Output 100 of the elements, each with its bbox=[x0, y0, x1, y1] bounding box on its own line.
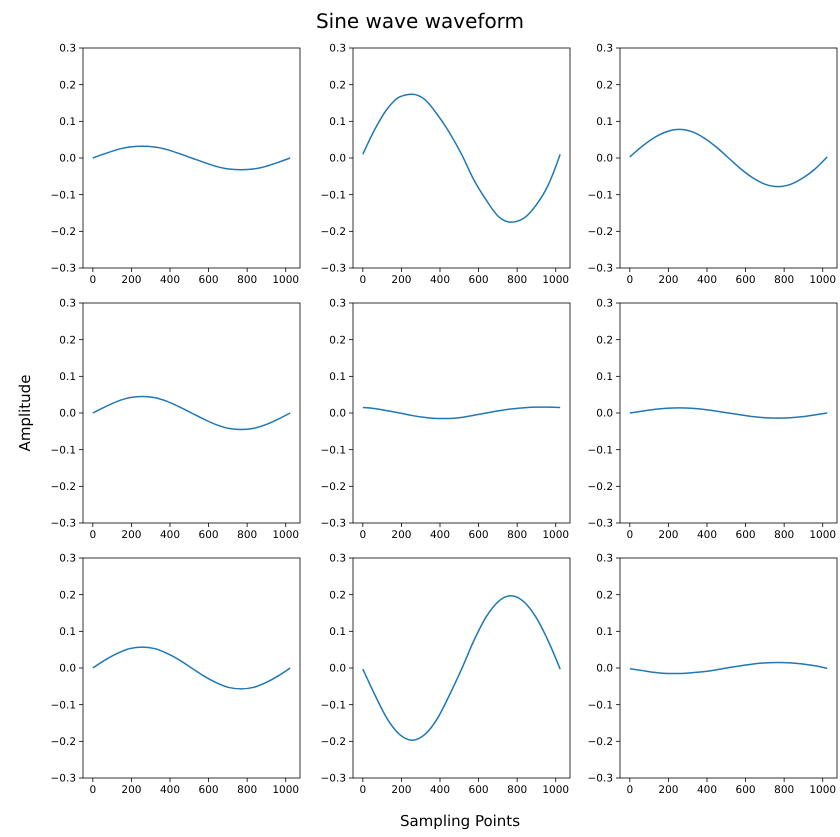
x-tick-label: 400 bbox=[430, 274, 450, 286]
line-series bbox=[92, 646, 291, 690]
y-tick-label: −0.3 bbox=[588, 262, 613, 275]
y-tick-label: 0.1 bbox=[596, 626, 613, 638]
y-tick-label: 0.1 bbox=[329, 116, 346, 128]
x-tick-label: 1000 bbox=[272, 274, 300, 286]
line-series bbox=[362, 406, 561, 420]
line-series bbox=[92, 396, 291, 430]
y-tick-label: 0.2 bbox=[329, 589, 346, 602]
x-tick-label: 1000 bbox=[272, 529, 300, 541]
x-tick-label: 200 bbox=[121, 784, 142, 796]
y-tick-label: −0.1 bbox=[50, 699, 76, 712]
y-tick-label: 0.0 bbox=[329, 408, 346, 420]
x-tick-label: 1000 bbox=[542, 274, 570, 286]
y-tick-label: −0.2 bbox=[588, 481, 613, 494]
x-tick-label: 1000 bbox=[272, 784, 300, 796]
x-tick-label: 800 bbox=[507, 274, 528, 286]
x-tick-label: 600 bbox=[198, 529, 219, 541]
x-tick-label: 200 bbox=[658, 784, 678, 796]
y-tick-label: 0.0 bbox=[59, 408, 76, 420]
y-tick-label: −0.2 bbox=[588, 226, 613, 238]
y-tick-label: −0.2 bbox=[588, 736, 613, 748]
x-tick-label: 400 bbox=[160, 529, 180, 541]
y-tick-label: 0.0 bbox=[329, 152, 346, 165]
x-tick-label: 0 bbox=[626, 529, 634, 541]
y-tick-label: −0.1 bbox=[320, 189, 346, 202]
y-tick-label: 0.3 bbox=[596, 42, 613, 55]
y-tick-label: −0.3 bbox=[588, 772, 613, 785]
y-tick-label: −0.1 bbox=[50, 444, 76, 456]
x-tick-label: 600 bbox=[198, 274, 219, 286]
x-tick-label: 600 bbox=[468, 784, 489, 796]
x-tick-label: 600 bbox=[468, 274, 489, 286]
y-tick-label: 0.3 bbox=[59, 298, 76, 310]
x-tick-label: 0 bbox=[359, 274, 366, 286]
x-tick-label: 200 bbox=[391, 529, 412, 541]
x-tick-label: 800 bbox=[774, 784, 794, 796]
y-tick-label: 0.0 bbox=[596, 152, 613, 165]
y-axis-title: Amplitude bbox=[16, 374, 34, 452]
x-tick-label: 600 bbox=[198, 784, 219, 796]
line-series bbox=[629, 407, 828, 419]
y-tick-label: 0.2 bbox=[596, 334, 613, 346]
x-tick-label: 600 bbox=[736, 274, 756, 286]
y-tick-label: 0.3 bbox=[596, 552, 613, 565]
x-tick-label: 1000 bbox=[809, 784, 836, 796]
y-tick-label: 0.2 bbox=[596, 79, 613, 92]
y-tick-label: 0.2 bbox=[59, 334, 76, 346]
y-tick-label: −0.3 bbox=[50, 518, 76, 530]
x-tick-label: 400 bbox=[430, 784, 450, 796]
y-tick-label: 0.0 bbox=[596, 662, 613, 675]
y-tick-label: 0.0 bbox=[59, 152, 76, 165]
x-tick-label: 200 bbox=[391, 274, 412, 286]
y-tick-label: −0.3 bbox=[320, 772, 346, 785]
y-tick-label: 0.3 bbox=[329, 42, 346, 55]
y-tick-label: 0.1 bbox=[59, 116, 76, 128]
y-tick-label: 0.1 bbox=[329, 626, 346, 638]
x-tick-label: 200 bbox=[121, 529, 142, 541]
x-tick-label: 800 bbox=[237, 784, 258, 796]
y-tick-label: −0.1 bbox=[50, 189, 76, 202]
y-tick-label: −0.3 bbox=[320, 518, 346, 530]
x-tick-label: 400 bbox=[696, 529, 718, 541]
y-tick-label: 0.1 bbox=[59, 371, 76, 384]
y-tick-label: 0.3 bbox=[59, 552, 76, 565]
x-tick-label: 800 bbox=[507, 529, 528, 541]
line-series bbox=[362, 93, 561, 223]
x-tick-label: 400 bbox=[430, 529, 450, 541]
y-tick-label: 0.2 bbox=[596, 589, 613, 602]
y-tick-label: 0.3 bbox=[596, 298, 613, 310]
line-series bbox=[629, 662, 828, 674]
x-tick-label: 1000 bbox=[542, 529, 570, 541]
x-axis-title: Sampling Points bbox=[400, 812, 520, 830]
x-tick-label: 600 bbox=[736, 784, 756, 796]
y-tick-label: 0.0 bbox=[329, 662, 346, 675]
x-tick-label: 800 bbox=[237, 274, 258, 286]
x-tick-label: 0 bbox=[89, 274, 96, 286]
x-tick-label: 200 bbox=[121, 274, 142, 286]
line-series bbox=[629, 128, 828, 188]
x-tick-label: 400 bbox=[696, 784, 718, 796]
y-tick-label: −0.2 bbox=[320, 736, 346, 748]
y-tick-label: 0.2 bbox=[329, 79, 346, 92]
x-tick-label: 600 bbox=[736, 529, 756, 541]
x-tick-label: 800 bbox=[774, 529, 794, 541]
y-tick-label: −0.2 bbox=[320, 481, 346, 494]
x-tick-label: 800 bbox=[774, 274, 794, 286]
x-tick-label: 0 bbox=[626, 274, 634, 286]
y-tick-label: 0.2 bbox=[59, 589, 76, 602]
x-tick-label: 0 bbox=[89, 784, 96, 796]
y-tick-label: 0.1 bbox=[329, 371, 346, 384]
x-tick-label: 800 bbox=[237, 529, 258, 541]
line-series bbox=[362, 595, 561, 741]
x-tick-label: 200 bbox=[658, 274, 678, 286]
y-tick-label: 0.1 bbox=[59, 626, 76, 638]
y-tick-label: 0.3 bbox=[59, 42, 76, 55]
x-tick-label: 600 bbox=[468, 529, 489, 541]
y-tick-label: −0.1 bbox=[320, 444, 346, 456]
x-tick-label: 400 bbox=[160, 274, 180, 286]
line-series bbox=[92, 146, 291, 170]
y-tick-label: 0.1 bbox=[596, 116, 613, 128]
x-tick-label: 0 bbox=[89, 529, 96, 541]
y-tick-label: −0.3 bbox=[50, 772, 76, 785]
y-tick-label: −0.1 bbox=[588, 699, 613, 712]
